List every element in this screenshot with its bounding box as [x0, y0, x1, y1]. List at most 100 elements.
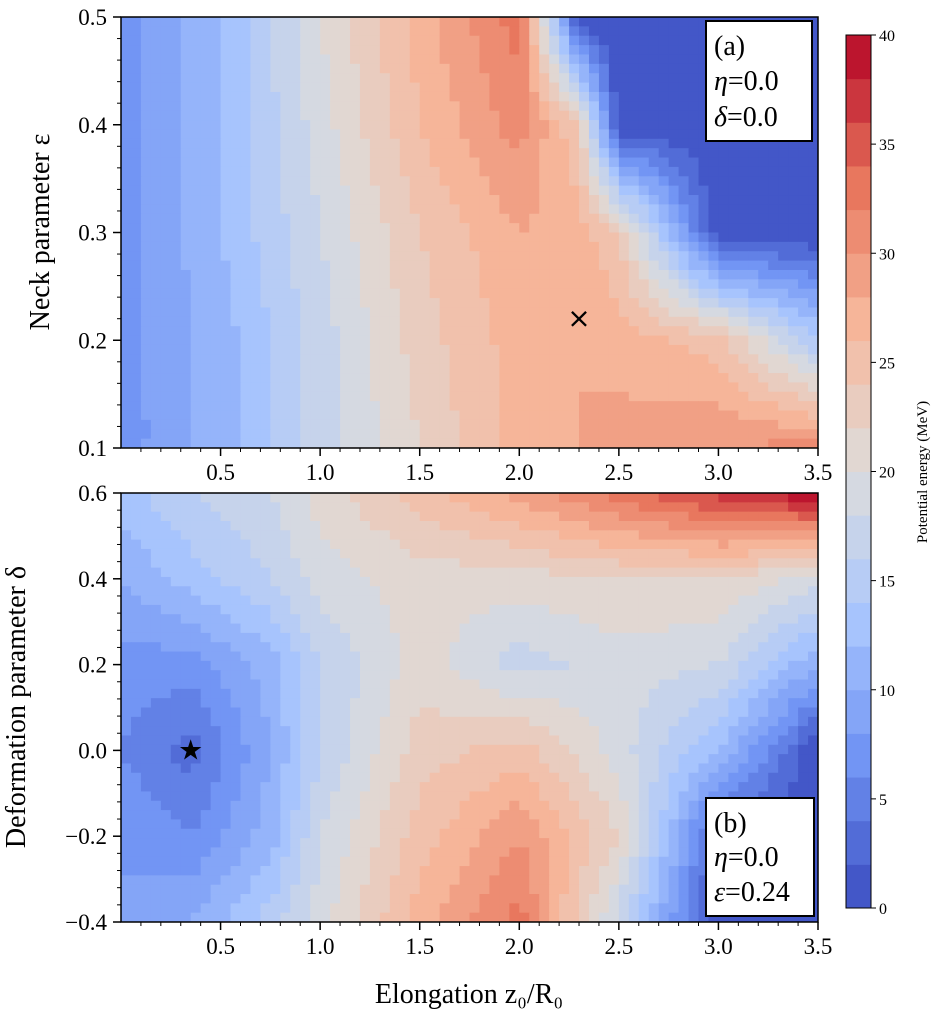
panel-a-contour-cell: [598, 91, 610, 102]
panel-b-contour-cell: [608, 511, 620, 522]
panel-a-contour-cell: [220, 260, 232, 271]
panel-b-contour-cell: [429, 548, 441, 559]
panel-b-contour-cell: [688, 642, 700, 653]
panel-b-contour-cell: [579, 586, 590, 597]
panel-b-contour-cell: [509, 614, 520, 625]
panel-b-contour-cell: [210, 651, 222, 662]
panel-b-contour-cell: [399, 660, 411, 671]
panel-a-contour-cell: [359, 223, 371, 234]
panel-a-contour-cell: [559, 120, 570, 131]
panel-a-contour-cell: [519, 185, 530, 196]
panel-b-contour-cell: [260, 632, 271, 643]
panel-b-contour-cell: [340, 502, 351, 513]
panel-a-contour-cell: [210, 195, 222, 205]
panel-a-contour-cell: [598, 101, 610, 112]
panel-a-contour-cell: [150, 195, 162, 205]
panel-b-contour-cell: [808, 567, 818, 578]
panel-b-contour-cell: [708, 660, 720, 671]
panel-b-contour-cell: [260, 707, 271, 718]
panel-b-contour-cell: [180, 670, 192, 681]
panel-a-contour-cell: [379, 279, 391, 290]
panel-a-contour-cell: [499, 110, 510, 121]
panel-a-contour-cell: [290, 410, 301, 421]
panel-a-contour-cell: [419, 138, 431, 149]
panel-b-contour-cell: [459, 688, 471, 699]
panel-b-contour-cell: [140, 567, 152, 578]
panel-a-contour-cell: [160, 401, 172, 412]
panel-b-contour-cell: [439, 670, 451, 681]
panel-b-contour-cell: [340, 660, 351, 671]
panel-b-contour-cell: [200, 632, 212, 643]
panel-a-contour-cell: [608, 35, 620, 46]
panel-a-contour-cell: [160, 260, 172, 271]
panel-a-contour-cell: [738, 138, 749, 149]
panel-b-contour-cell: [588, 688, 600, 699]
panel-a-contour-cell: [598, 166, 610, 177]
panel-a-contour-cell: [399, 438, 411, 448]
panel-a-contour-cell: [210, 260, 222, 271]
panel-a-contour-cell: [499, 298, 510, 309]
panel-a-contour-cell: [399, 316, 411, 327]
panel-a-contour-cell: [320, 269, 331, 280]
panel-a-contour-cell: [280, 260, 291, 271]
panel-a-contour-cell: [549, 166, 560, 177]
panel-a-contour-cell: [379, 223, 391, 234]
panel-b-contour-cell: [728, 679, 739, 690]
panel-a-contour-cell: [330, 110, 341, 121]
panel-a-contour-cell: [738, 223, 749, 234]
panel-b-contour-cell: [240, 707, 252, 718]
panel-a-contour-cell: [340, 373, 351, 384]
panel-b-contour-cell: [479, 679, 491, 690]
panel-a-contour-cell: [758, 166, 769, 177]
panel-a-contour-cell: [569, 241, 580, 252]
panel-a-contour-cell: [459, 195, 471, 205]
panel-a-contour-cell: [220, 269, 232, 280]
panel-b-contour-cell: [409, 651, 421, 662]
panel-b-contour-cell: [340, 493, 351, 503]
panel-a-contour-cell: [798, 419, 809, 430]
panel-a-contour-cell: [429, 382, 441, 393]
panel-a-contour-cell: [479, 45, 491, 56]
panel-b-contour-cell: [459, 651, 471, 662]
panel-a-contour-cell: [678, 241, 690, 252]
panel-b-contour-cell: [748, 660, 759, 671]
panel-a-contour-cell: [260, 326, 271, 337]
panel-a-contour-cell: [678, 298, 690, 309]
panel-a-contour-cell: [808, 101, 818, 112]
panel-a-contour-cell: [290, 279, 301, 290]
panel-a-contour-cell: [180, 157, 192, 168]
panel-a-contour-cell: [748, 185, 759, 196]
panel-a-contour-cell: [708, 363, 720, 374]
panel-a-contour-cell: [618, 335, 630, 346]
panel-a-contour-cell: [499, 223, 510, 234]
panel-a-contour-cell: [280, 419, 291, 430]
panel-a-contour-cell: [638, 54, 650, 65]
panel-a-contour-cell: [688, 91, 700, 102]
panel-a-contour-cell: [240, 82, 252, 93]
panel-b-contour-cell: [310, 502, 321, 513]
panel-a-contour-cell: [250, 288, 261, 299]
panel-b-contour-cell: [240, 586, 252, 597]
panel-a-contour-cell: [539, 82, 550, 93]
panel-a-contour-cell: [628, 45, 640, 56]
panel-b-contour-cell: [340, 530, 351, 541]
panel-a-contour-cell: [768, 251, 779, 262]
panel-a-contour-cell: [260, 298, 271, 309]
panel-a-contour-cell: [758, 391, 769, 402]
panel-a-contour-cell: [250, 204, 261, 215]
panel-a-contour-cell: [519, 363, 530, 374]
panel-b-contour-cell: [250, 493, 261, 503]
panel-a-contour-cell: [180, 269, 192, 280]
panel-b-contour-cell: [638, 660, 650, 671]
panel-a-contour-cell: [250, 438, 261, 448]
panel-a-contour-cell: [220, 326, 232, 337]
panel-a-contour-cell: [429, 157, 441, 168]
panel-a-contour-cell: [509, 148, 520, 159]
panel-a-contour-cell: [509, 391, 520, 402]
panel-b-contour-cell: [379, 679, 391, 690]
panel-b-contour-cell: [539, 642, 550, 653]
panel-a-y-tick-label: 0.5: [78, 5, 107, 30]
panel-b-contour-cell: [658, 558, 670, 569]
panel-b-contour-cell: [190, 670, 202, 681]
panel-a-contour-cell: [429, 166, 441, 177]
